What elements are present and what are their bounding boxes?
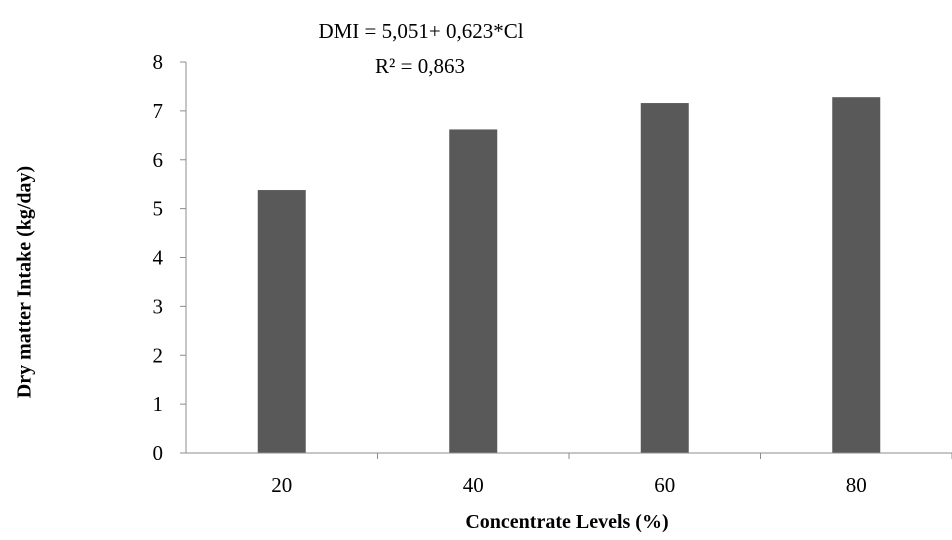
- bar-80: [832, 97, 881, 453]
- bar-40: [449, 129, 498, 453]
- bar-20: [257, 190, 306, 454]
- y-tick-label-5: 5: [153, 197, 164, 221]
- y-tick-label-1: 1: [153, 392, 164, 416]
- r-squared-label: R² = 0,863: [375, 54, 465, 78]
- y-tick-label-8: 8: [153, 50, 164, 74]
- x-tick-label-60: 60: [654, 473, 675, 497]
- bar-60: [640, 103, 689, 454]
- y-tick-label-7: 7: [153, 99, 164, 123]
- bars-layer: [257, 97, 881, 454]
- y-axis-title-group: Dry matter Intake (kg/day): [14, 166, 36, 398]
- x-tick-label-40: 40: [463, 473, 484, 497]
- regression-equation: DMI = 5,051+ 0,623*Cl: [318, 19, 523, 43]
- y-tick-label-3: 3: [153, 294, 164, 318]
- x-axis-title: Concentrate Levels (%): [465, 511, 668, 533]
- y-axis-title: Dry matter Intake (kg/day): [14, 166, 36, 398]
- x-tick-label-80: 80: [846, 473, 867, 497]
- y-tick-label-4: 4: [153, 246, 164, 270]
- y-tick-label-0: 0: [153, 441, 164, 465]
- y-tick-label-2: 2: [153, 343, 164, 367]
- y-tick-label-6: 6: [153, 148, 164, 172]
- x-ticks-layer: 20 40 60 80: [271, 453, 952, 497]
- x-tick-label-20: 20: [271, 473, 292, 497]
- y-ticks-layer: 0 1 2 3 4 5 6 7 8: [153, 50, 186, 465]
